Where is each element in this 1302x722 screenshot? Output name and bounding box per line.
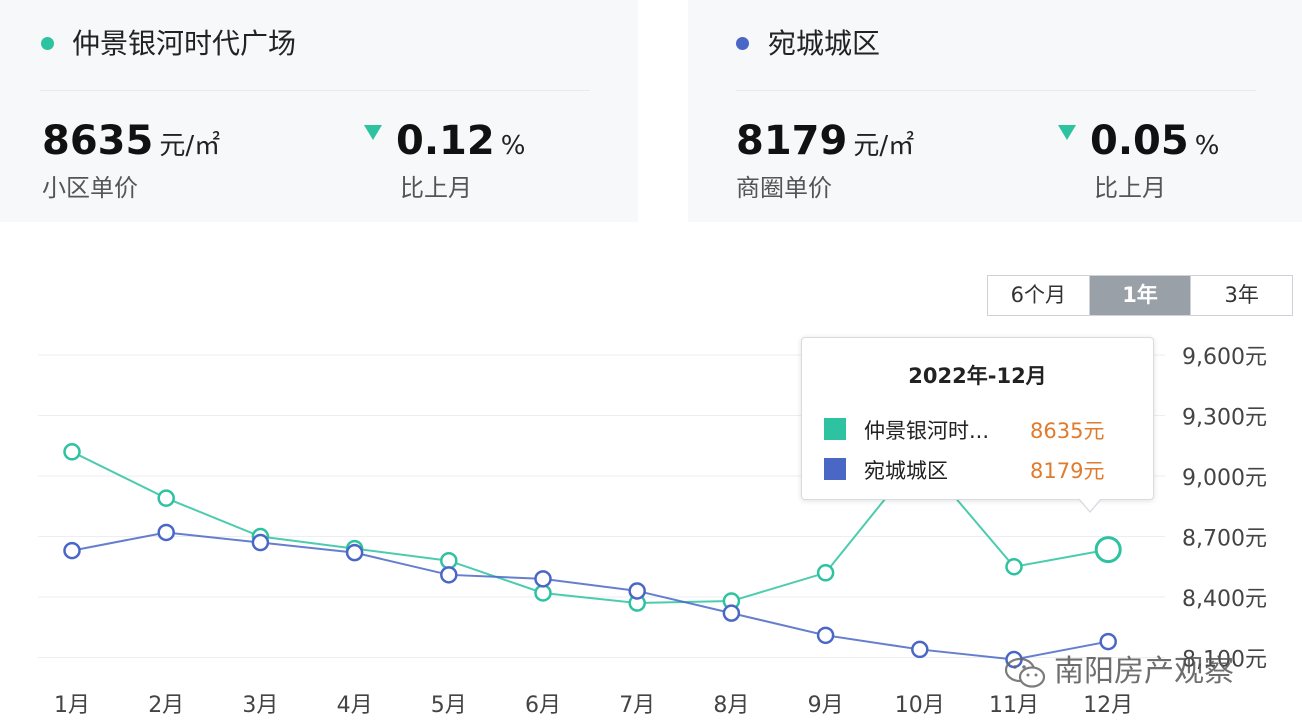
tooltip-swatch-community	[824, 418, 846, 440]
x-tick-label: 7月	[619, 693, 655, 718]
down-triangle-icon	[1058, 125, 1076, 140]
down-triangle-icon	[364, 125, 382, 140]
tooltip-row: 宛城城区 8179元	[824, 455, 1134, 483]
tab-3-years[interactable]: 3年	[1224, 283, 1259, 307]
district-price: 8179 元/㎡	[736, 118, 914, 164]
series-line-1	[71, 531, 1109, 661]
district-price-unit: 元/㎡	[853, 131, 915, 161]
tooltip-series-value: 8179元	[1030, 459, 1105, 483]
district-change-label: 比上月	[1094, 174, 1166, 202]
district-title: 宛城城区	[768, 27, 881, 60]
y-tick-label: 8,100元	[1182, 648, 1267, 673]
data-point	[1005, 558, 1023, 576]
x-tick-label: 9月	[808, 693, 844, 718]
community-change-label: 比上月	[400, 174, 472, 202]
y-tick-label: 8,700元	[1182, 527, 1267, 552]
community-price-card: 仲景银河时代广场 8635 元/㎡ 小区单价 0.12% 比上月	[0, 0, 638, 222]
x-tick-label: 10月	[895, 693, 945, 718]
y-tick-label: 9,600元	[1182, 345, 1267, 370]
watermark-text: 南阳房产观察	[1054, 654, 1234, 689]
range-selector: 6个月 1年 3年	[987, 275, 1293, 316]
community-change-value: 0.12	[396, 118, 495, 164]
x-tick-label: 1月	[54, 693, 90, 718]
data-point	[534, 570, 552, 588]
district-price-label: 商圈单价	[736, 174, 832, 202]
x-tick-label: 6月	[525, 693, 561, 718]
district-legend-dot	[736, 37, 749, 50]
data-point	[534, 584, 552, 602]
data-point	[63, 443, 81, 461]
x-tick-label: 3月	[242, 693, 278, 718]
community-price-unit: 元/㎡	[159, 131, 221, 161]
chart-tooltip: 2022年-12月 仲景银河时... 8635元 宛城城区 8179元	[801, 337, 1154, 513]
x-tick-label: 8月	[713, 693, 749, 718]
y-tick-label: 9,300元	[1182, 406, 1267, 431]
district-price-value: 8179	[736, 118, 848, 164]
x-tick-label: 2月	[148, 693, 184, 718]
tooltip-title: 2022年-12月	[908, 364, 1047, 388]
data-point	[628, 582, 646, 600]
data-point	[345, 543, 364, 562]
tooltip-row: 仲景银河时... 8635元	[824, 415, 1134, 443]
district-change: 0.05%	[1058, 118, 1219, 164]
community-price-label: 小区单价	[42, 174, 138, 202]
community-price-value: 8635	[42, 118, 154, 164]
data-point	[440, 551, 458, 570]
tooltip-series-value: 8635元	[1030, 419, 1105, 443]
data-point	[63, 541, 81, 560]
data-point	[911, 640, 929, 659]
data-point	[251, 533, 270, 552]
data-point	[816, 564, 835, 582]
data-point	[1094, 536, 1122, 564]
data-point	[816, 626, 835, 645]
x-tick-label: 4月	[337, 693, 373, 718]
community-change: 0.12%	[364, 118, 525, 164]
divider	[40, 90, 590, 91]
data-point	[440, 566, 458, 584]
data-point	[722, 604, 741, 622]
x-tick-label: 11月	[989, 693, 1039, 718]
district-change-value: 0.05	[1090, 118, 1189, 164]
tab-6-months[interactable]: 6个月	[988, 276, 1090, 315]
community-price: 8635 元/㎡	[42, 118, 220, 164]
y-tick-label: 8,400元	[1182, 587, 1267, 612]
watermark: 南阳房产观察	[1004, 646, 1234, 690]
x-tick-label: 5月	[431, 693, 467, 718]
tooltip-pointer-fill	[1079, 498, 1101, 511]
tooltip-series-name: 仲景银河时...	[864, 419, 990, 443]
district-change-unit: %	[1194, 131, 1220, 161]
x-tick-label: 12月	[1083, 693, 1133, 718]
community-title: 仲景银河时代广场	[72, 27, 297, 60]
data-point	[157, 489, 175, 507]
divider	[736, 90, 1256, 91]
wechat-icon	[1004, 657, 1046, 688]
district-price-card: 宛城城区 8179 元/㎡ 商圈单价 0.05% 比上月	[688, 0, 1302, 222]
y-tick-label: 9,000元	[1182, 466, 1267, 491]
data-point	[157, 523, 175, 542]
tooltip-swatch-district	[824, 458, 846, 480]
tab-1-year[interactable]: 1年	[1089, 276, 1192, 315]
community-change-unit: %	[500, 131, 526, 161]
community-legend-dot	[41, 37, 54, 50]
tooltip-series-name: 宛城城区	[864, 459, 948, 483]
data-point	[1099, 632, 1117, 651]
